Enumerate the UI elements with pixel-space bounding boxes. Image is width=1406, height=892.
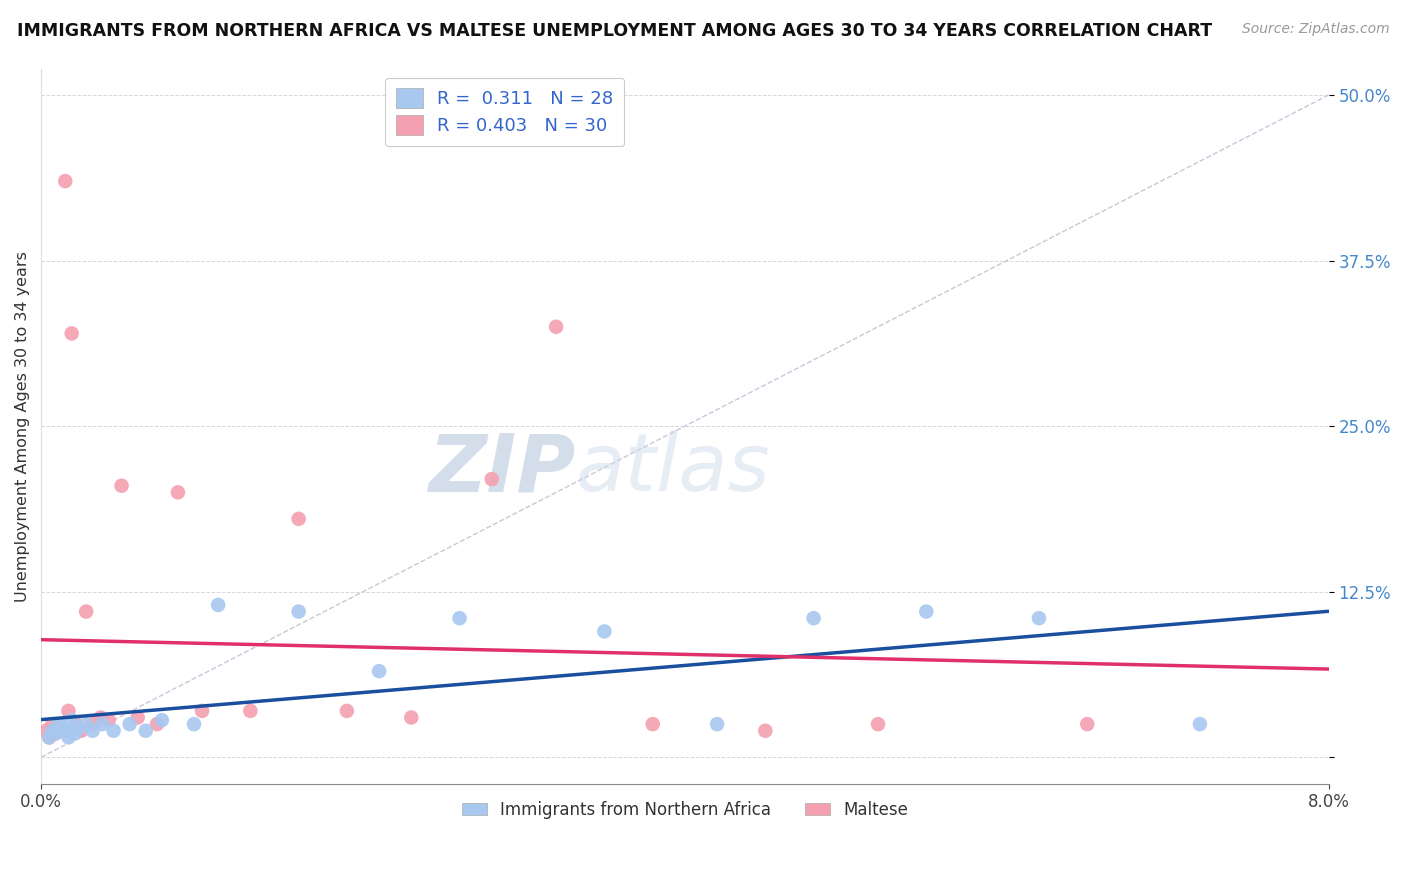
- Point: [67, 721, 90, 735]
- Point: [75, 605, 97, 619]
- Point: [51, 721, 73, 735]
- Point: [82, 723, 104, 738]
- Point: [38, 731, 60, 745]
- Point: [45, 726, 67, 740]
- Point: [546, 319, 568, 334]
- Point: [287, 605, 309, 619]
- Point: [48, 717, 70, 731]
- Point: [207, 598, 229, 612]
- Point: [70, 723, 93, 738]
- Point: [65, 717, 87, 731]
- Point: [103, 723, 125, 738]
- Text: Source: ZipAtlas.com: Source: ZipAtlas.com: [1241, 22, 1389, 37]
- Point: [38, 731, 60, 745]
- Point: [167, 485, 190, 500]
- Point: [1028, 611, 1050, 625]
- Point: [53, 174, 76, 188]
- Legend: Immigrants from Northern Africa, Maltese: Immigrants from Northern Africa, Maltese: [456, 794, 914, 825]
- Y-axis label: Unemployment Among Ages 30 to 34 years: Unemployment Among Ages 30 to 34 years: [15, 251, 30, 601]
- Point: [53, 723, 76, 738]
- Point: [135, 723, 157, 738]
- Point: [41, 723, 63, 738]
- Point: [593, 624, 616, 639]
- Text: atlas: atlas: [575, 430, 770, 508]
- Point: [82, 717, 104, 731]
- Point: [63, 726, 86, 740]
- Point: [866, 717, 889, 731]
- Point: [706, 717, 728, 731]
- Point: [915, 605, 938, 619]
- Point: [368, 664, 391, 678]
- Point: [58, 731, 80, 745]
- Point: [481, 472, 503, 486]
- Point: [803, 611, 825, 625]
- Point: [41, 717, 63, 731]
- Point: [183, 717, 205, 731]
- Point: [127, 710, 149, 724]
- Point: [91, 717, 114, 731]
- Point: [45, 726, 67, 740]
- Point: [90, 710, 112, 724]
- Point: [1076, 717, 1098, 731]
- Point: [641, 717, 664, 731]
- Point: [97, 713, 120, 727]
- Point: [287, 512, 309, 526]
- Text: ZIP: ZIP: [427, 430, 575, 508]
- Point: [35, 723, 58, 738]
- Point: [191, 704, 214, 718]
- Point: [150, 713, 173, 727]
- Point: [1188, 717, 1211, 731]
- Point: [48, 721, 70, 735]
- Point: [60, 713, 83, 727]
- Point: [146, 717, 169, 731]
- Point: [60, 326, 83, 341]
- Text: IMMIGRANTS FROM NORTHERN AFRICA VS MALTESE UNEMPLOYMENT AMONG AGES 30 TO 34 YEAR: IMMIGRANTS FROM NORTHERN AFRICA VS MALTE…: [17, 22, 1212, 40]
- Point: [336, 704, 359, 718]
- Point: [754, 723, 776, 738]
- Point: [51, 723, 73, 738]
- Point: [401, 710, 423, 724]
- Point: [239, 704, 262, 718]
- Point: [110, 479, 132, 493]
- Point: [75, 717, 97, 731]
- Point: [449, 611, 471, 625]
- Point: [58, 704, 80, 718]
- Point: [118, 717, 141, 731]
